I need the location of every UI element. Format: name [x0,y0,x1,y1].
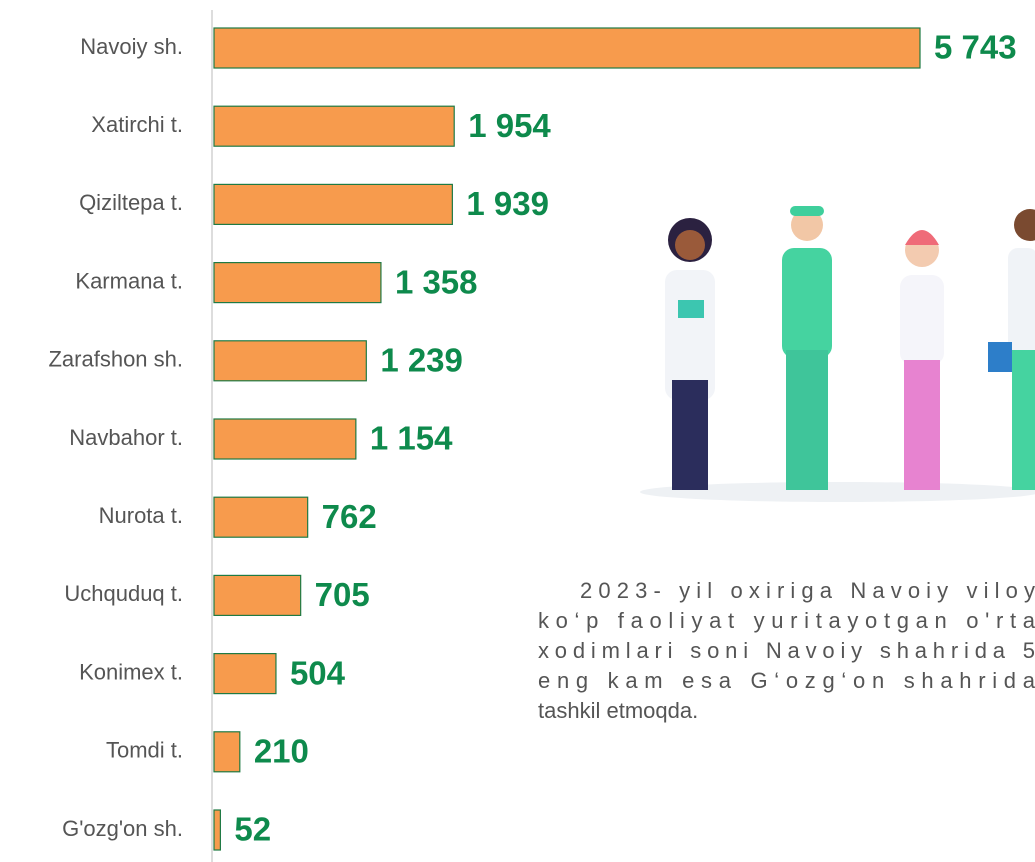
value-label: 1 939 [466,185,549,222]
category-label: G'ozg'on sh. [62,816,183,841]
bar [214,654,276,694]
annotation-line: xodimlari soni Navoiy shahrida 5 [538,638,1035,663]
category-label: Zarafshon sh. [48,347,183,372]
category-label: Nurota t. [99,503,183,528]
annotation-line: ko‘p faoliyat yuritayotgan o'rta [538,608,1035,633]
bar [214,810,220,850]
category-label: Konimex t. [79,659,183,684]
value-label: 5 743 [934,29,1017,66]
annotation-line: eng kam esa G‘ozg‘on shahrida [538,668,1035,693]
annotation-line: tashkil etmoqda. [538,698,698,723]
value-label: 1 358 [395,263,478,300]
bar [214,732,240,772]
value-label: 52 [234,811,271,848]
category-label: Xatirchi t. [91,112,183,137]
bar [214,263,381,303]
value-label: 1 154 [370,420,453,457]
value-label: 1 954 [468,107,551,144]
bar [214,28,920,68]
category-label: Tomdi t. [106,738,183,763]
bar [214,575,301,615]
value-label: 762 [322,498,377,535]
category-label: Navbahor t. [69,425,183,450]
category-label: Navoiy sh. [80,34,183,59]
value-label: 1 239 [380,342,463,379]
bar [214,419,356,459]
category-label: Qiziltepa t. [79,190,183,215]
category-label: Karmana t. [75,268,183,293]
bar [214,106,454,146]
category-label: Uchquduq t. [64,581,183,606]
value-label: 210 [254,733,309,770]
value-label: 504 [290,654,346,691]
illustration [640,206,1035,502]
bar [214,341,366,381]
annotation-line: 2023- yil oxiriga Navoiy viloy [580,578,1035,603]
bar [214,184,452,224]
chart: Navoiy sh. 5 743 Xatirchi t. 1 954 Qiziltepa… [0,0,1035,862]
bar [214,497,308,537]
value-label: 705 [315,576,370,613]
